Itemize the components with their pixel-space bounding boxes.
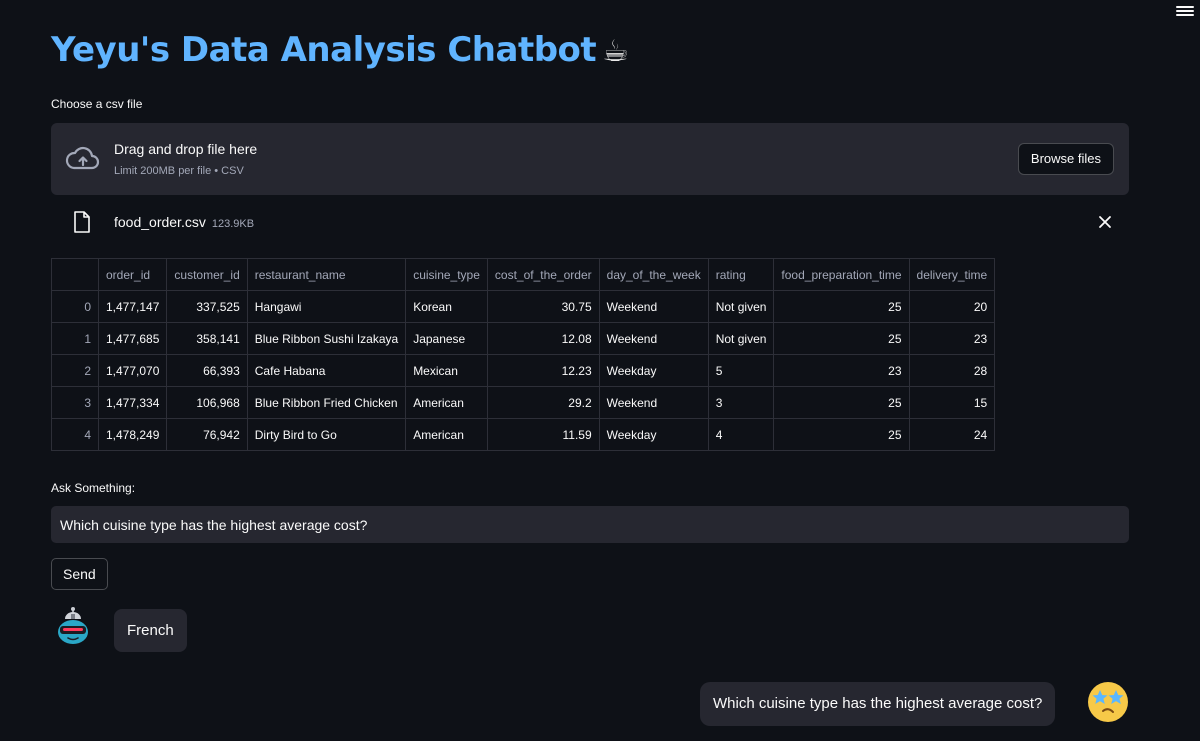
table-cell-customer-id[interactable]: 337,525 [166, 290, 248, 323]
table-cell-order-id[interactable]: 1,477,147 [97, 290, 168, 323]
table-cell-day-of-the-week[interactable]: Weekend [598, 322, 709, 355]
cloud-upload-icon [65, 146, 100, 170]
table-cell-restaurant-name[interactable]: Blue Ribbon Fried Chicken [246, 386, 407, 419]
page-title-text: Yeyu's Data Analysis Chatbot [51, 30, 597, 70]
table-cell-cuisine-type[interactable]: Japanese [405, 322, 488, 355]
table-index-cell[interactable]: 3 [51, 386, 99, 419]
table-cell-customer-id[interactable]: 76,942 [166, 418, 248, 451]
ask-label: Ask Something: [51, 481, 136, 495]
table-cell-customer-id[interactable]: 106,968 [166, 386, 248, 419]
table-header-delivery-time[interactable]: delivery_time [908, 258, 996, 291]
table-cell-cost-of-the-order[interactable]: 29.2 [486, 386, 600, 419]
dropzone-subtitle: Limit 200MB per file • CSV [114, 165, 244, 177]
table-index-cell[interactable]: 1 [51, 322, 99, 355]
table-index-cell[interactable]: 4 [51, 418, 99, 451]
table-cell-rating[interactable]: Not given [707, 290, 775, 323]
hamburger-menu-icon[interactable] [1176, 4, 1194, 20]
table-header-row: order_id customer_id restaurant_name cuisin… [51, 258, 996, 291]
table-cell-delivery-time[interactable]: 15 [908, 386, 996, 419]
table-header-rating[interactable]: rating [707, 258, 775, 291]
table-cell-food-preparation-time[interactable]: 25 [773, 386, 910, 419]
table-row: 1 1,477,685 358,141 Blue Ribbon Sushi Izaka… [51, 322, 996, 355]
table-cell-cuisine-type[interactable]: American [405, 418, 488, 451]
table-cell-food-preparation-time[interactable]: 25 [773, 418, 910, 451]
uploaded-file-name: food_order.csv 123.9KB [114, 214, 254, 230]
table-cell-day-of-the-week[interactable]: Weekend [598, 290, 709, 323]
table-cell-cuisine-type[interactable]: Korean [405, 290, 488, 323]
table-header-food-preparation-time[interactable]: food_preparation_time [773, 258, 910, 291]
table-cell-rating[interactable]: 3 [707, 386, 775, 419]
table-header-cuisine-type[interactable]: cuisine_type [405, 258, 488, 291]
table-cell-rating[interactable]: Not given [707, 322, 775, 355]
table-cell-delivery-time[interactable]: 20 [908, 290, 996, 323]
send-button[interactable]: Send [51, 558, 108, 590]
table-row: 2 1,477,070 66,393 Cafe Habana Mexican 12.23 W… [51, 354, 996, 387]
file-size: 123.9KB [211, 218, 255, 230]
table-index-cell[interactable]: 0 [51, 290, 99, 323]
browse-files-button[interactable]: Browse files [1017, 143, 1114, 175]
ask-input[interactable] [51, 506, 1129, 543]
table-cell-restaurant-name[interactable]: Hangawi [246, 290, 407, 323]
table-cell-rating[interactable]: 4 [707, 418, 775, 451]
robot-avatar-icon [58, 607, 88, 644]
table-cell-rating[interactable]: 5 [707, 354, 775, 387]
table-cell-order-id[interactable]: 1,477,334 [97, 386, 168, 419]
table-cell-cost-of-the-order[interactable]: 11.59 [486, 418, 600, 451]
file-dropzone[interactable]: Drag and drop file here Limit 200MB per … [51, 123, 1129, 195]
table-cell-restaurant-name[interactable]: Cafe Habana [246, 354, 407, 387]
table-cell-customer-id[interactable]: 66,393 [166, 354, 248, 387]
table-cell-restaurant-name[interactable]: Blue Ribbon Sushi Izakaya [246, 322, 407, 355]
table-header-day-of-the-week[interactable]: day_of_the_week [598, 258, 709, 291]
star-struck-face-icon [1088, 682, 1128, 722]
uploaded-file-row: food_order.csv 123.9KB [51, 207, 1129, 237]
table-cell-cost-of-the-order[interactable]: 12.23 [486, 354, 600, 387]
table-row: 3 1,477,334 106,968 Blue Ribbon Fried Chick… [51, 386, 996, 419]
table-header-order-id[interactable]: order_id [97, 258, 168, 291]
file-name-text: food_order.csv [114, 214, 206, 230]
user-message: Which cuisine type has the highest avera… [700, 682, 1056, 726]
table-header-customer-id[interactable]: customer_id [166, 258, 248, 291]
table-cell-day-of-the-week[interactable]: Weekday [598, 354, 709, 387]
table-cell-delivery-time[interactable]: 23 [908, 322, 996, 355]
table-cell-order-id[interactable]: 1,478,249 [97, 418, 168, 451]
table-cell-cost-of-the-order[interactable]: 12.08 [486, 322, 600, 355]
coffee-icon: ☕ [602, 34, 629, 69]
dataframe-table[interactable]: order_id customer_id restaurant_name cuisin… [51, 258, 996, 451]
table-index-cell[interactable]: 2 [51, 354, 99, 387]
table-header-cost-of-the-order[interactable]: cost_of_the_order [486, 258, 600, 291]
table-cell-delivery-time[interactable]: 28 [908, 354, 996, 387]
table-cell-cost-of-the-order[interactable]: 30.75 [486, 290, 600, 323]
table-cell-food-preparation-time[interactable]: 25 [773, 290, 910, 323]
page-title: Yeyu's Data Analysis Chatbot ☕ [51, 30, 629, 70]
bot-message: French [114, 609, 187, 652]
table-index-header[interactable] [51, 258, 99, 291]
table-cell-restaurant-name[interactable]: Dirty Bird to Go [246, 418, 407, 451]
table-cell-day-of-the-week[interactable]: Weekday [598, 418, 709, 451]
table-cell-food-preparation-time[interactable]: 23 [773, 354, 910, 387]
table-cell-customer-id[interactable]: 358,141 [166, 322, 248, 355]
table-cell-cuisine-type[interactable]: American [405, 386, 488, 419]
table-body: 0 1,477,147 337,525 Hangawi Korean 30.75 Weeke… [51, 290, 996, 451]
dropzone-title: Drag and drop file here [114, 141, 258, 157]
table-cell-order-id[interactable]: 1,477,685 [97, 322, 168, 355]
table-cell-day-of-the-week[interactable]: Weekend [598, 386, 709, 419]
table-cell-delivery-time[interactable]: 24 [908, 418, 996, 451]
close-icon[interactable] [1095, 212, 1115, 232]
table-row: 0 1,477,147 337,525 Hangawi Korean 30.75 Weeke… [51, 290, 996, 323]
file-icon [74, 211, 90, 233]
table-row: 4 1,478,249 76,942 Dirty Bird to Go American… [51, 418, 996, 451]
table-cell-order-id[interactable]: 1,477,070 [97, 354, 168, 387]
table-cell-food-preparation-time[interactable]: 25 [773, 322, 910, 355]
table-cell-cuisine-type[interactable]: Mexican [405, 354, 488, 387]
file-uploader-label: Choose a csv file [51, 97, 143, 111]
table-header-restaurant-name[interactable]: restaurant_name [246, 258, 407, 291]
